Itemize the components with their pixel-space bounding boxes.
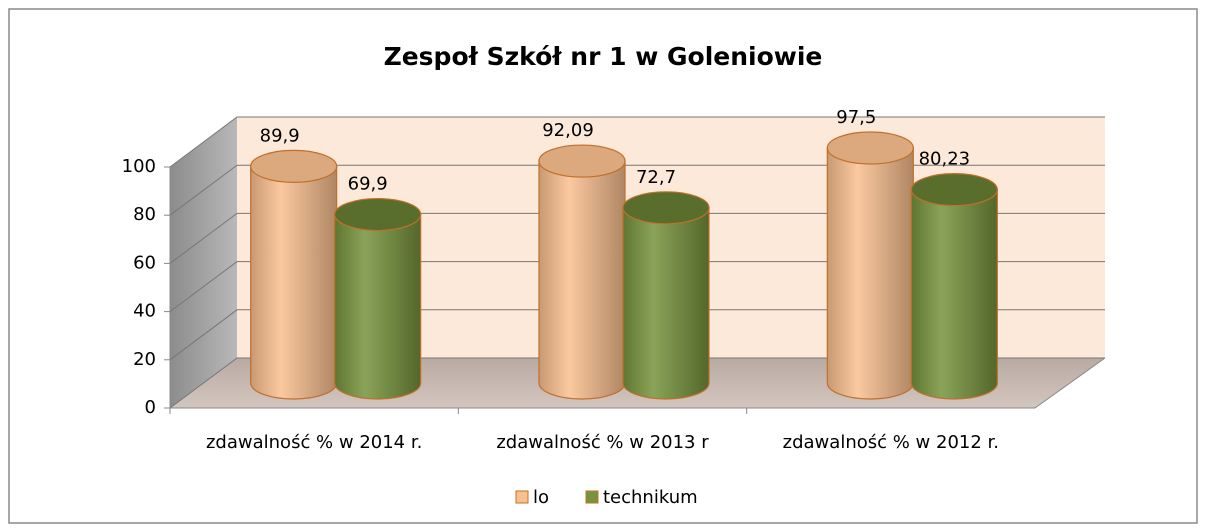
x-tick-label: zdawalność % w 2014 r. — [206, 432, 422, 453]
legend-label: lo — [533, 487, 549, 508]
cylinder-body — [250, 165, 338, 400]
value-label: 80,23 — [919, 149, 971, 170]
cylinder-top — [910, 173, 998, 207]
value-label: 89,9 — [260, 125, 300, 146]
value-label: 92,09 — [542, 120, 594, 141]
cylinder-top — [622, 191, 710, 225]
cylinder-body — [622, 207, 710, 400]
cylinder-top — [538, 144, 626, 178]
legend-swatch — [515, 490, 529, 504]
floor-edge — [1034, 357, 1106, 409]
cylinder-body — [826, 147, 914, 400]
x-tick-label: zdawalność % w 2012 r. — [783, 432, 999, 453]
value-label: 97,5 — [836, 107, 876, 128]
legend-label: technikum — [603, 487, 698, 508]
cylinder-top — [334, 197, 422, 232]
cylinder-top — [826, 131, 914, 165]
y-tick-label: 20 — [133, 349, 156, 370]
y-tick-label: 60 — [133, 252, 156, 273]
value-label: 72,7 — [636, 167, 676, 188]
y-tick-label: 40 — [133, 301, 156, 322]
grid-line — [169, 116, 1105, 168]
x-tick-label: zdawalność % w 2013 r — [496, 432, 709, 453]
grid-line — [169, 164, 1105, 216]
cylinder-body — [334, 213, 422, 400]
legend-swatch — [585, 490, 599, 504]
grid-line — [169, 261, 1105, 313]
chart-title: Zespoł Szkół nr 1 w Goleniowie — [384, 42, 823, 71]
y-tick-label: 100 — [122, 156, 156, 177]
grid-line — [169, 212, 1105, 264]
grid — [169, 116, 1105, 409]
cylinder-top — [250, 149, 338, 183]
cylinder-body — [538, 160, 626, 400]
cylinder-body — [910, 189, 998, 400]
value-label: 69,9 — [348, 174, 388, 195]
grid-line — [169, 309, 1105, 361]
grid-line — [169, 357, 1105, 409]
side-wall — [170, 117, 237, 408]
y-tick-label: 0 — [145, 397, 156, 418]
y-tick-label: 80 — [133, 204, 156, 225]
